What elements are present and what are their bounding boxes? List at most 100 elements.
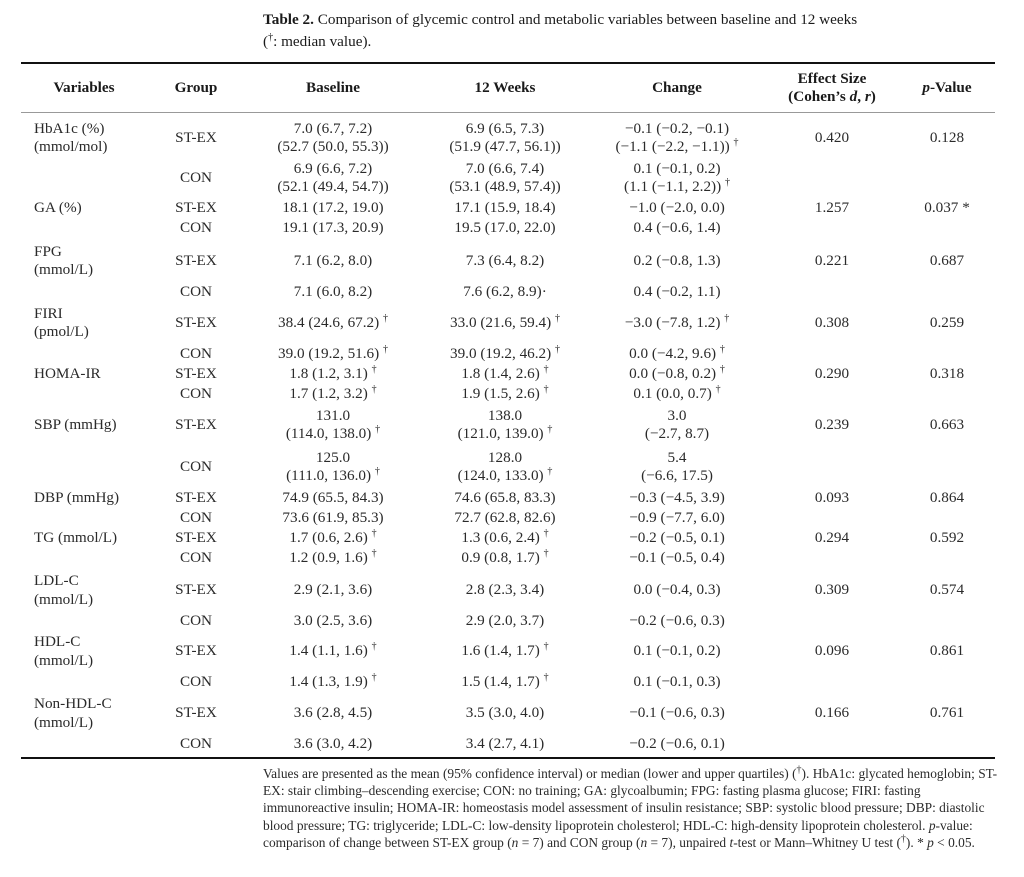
caption-label: Table 2. xyxy=(263,11,314,28)
baseline-value: 39.0 (19.2, 51.6) xyxy=(277,344,380,362)
table-bottom-rule xyxy=(21,757,995,759)
baseline-cell: 2.9 (2.1, 3.6) xyxy=(245,581,421,600)
change-cell: −0.9 (−7.7, 6.0) xyxy=(589,509,765,528)
footnote-part: -value: comparison of change between ST-… xyxy=(263,817,973,850)
change-value: 0.1 (−0.1, 0.2) xyxy=(633,159,721,177)
week12-value: 1.9 (1.5, 2.6) xyxy=(461,384,540,402)
p-value-text: 0.861 xyxy=(929,642,965,660)
group-label: CON xyxy=(179,344,213,362)
dagger-mark: † xyxy=(543,641,549,653)
dagger-mark: † xyxy=(555,312,561,324)
group-cell: ST-EX xyxy=(147,252,245,271)
p-value: 0.037 * xyxy=(899,199,995,218)
change-value: 0.2 (−0.8, 1.3) xyxy=(633,251,721,269)
baseline-cell: 131.0 (114.0, 138.0) † xyxy=(245,407,421,444)
change-cell: −0.3 (−4.5, 3.9) xyxy=(589,489,765,508)
week12-value: 1.8 (1.4, 2.6) xyxy=(461,364,540,382)
variable-label: Non-HDL-C xyxy=(34,695,112,712)
header-effect-line2: (Cohen’s d, r) xyxy=(788,88,876,106)
baseline-cell: 7.0 (6.7, 7.2) (52.7 (50.0, 55.3)) xyxy=(245,120,421,157)
header-effect-sep: , xyxy=(857,88,865,105)
group-label: ST-EX xyxy=(175,313,217,331)
baseline-value: 19.1 (17.3, 20.9) xyxy=(282,218,384,236)
variable-name: Non-HDL-C (mmol/L) xyxy=(34,695,154,732)
group-cell: ST-EX xyxy=(147,581,245,600)
variable-label: HbA1c (%) xyxy=(34,119,105,137)
weeks-cell: 138.0 (121.0, 139.0) † xyxy=(421,407,589,444)
group-cell: ST-EX xyxy=(147,704,245,723)
variable-name: LDL-C (mmol/L) xyxy=(34,572,154,609)
change-cell: 0.4 (−0.6, 1.4) xyxy=(589,219,765,238)
change-value: −0.1 (−0.5, 0.4) xyxy=(629,548,725,566)
weeks-cell: 7.6 (6.2, 8.9)· xyxy=(421,283,589,302)
p-value: 0.687 xyxy=(899,252,995,271)
change-value: 0.4 (−0.2, 1.1) xyxy=(633,282,721,300)
baseline-cell: 1.2 (0.9, 1.6) † xyxy=(245,548,421,568)
dagger-mark: † xyxy=(374,465,380,477)
dagger-mark: † xyxy=(724,176,730,188)
group-label: ST-EX xyxy=(175,528,217,546)
group-label: ST-EX xyxy=(175,364,217,382)
week12-value: 3.5 (3.0, 4.0) xyxy=(465,704,545,722)
p-value: 0.574 xyxy=(899,581,995,600)
header-baseline: Baseline xyxy=(305,79,360,96)
footnote-part: < 0.05. xyxy=(933,834,975,850)
group-cell: ST-EX xyxy=(147,129,245,148)
baseline-cell: 1.4 (1.3, 1.9) † xyxy=(245,672,421,692)
p-value-text: 0.128 xyxy=(929,128,965,146)
change-value: −0.1 (−0.6, 0.3) xyxy=(629,704,725,722)
baseline-value: (111.0, 136.0) xyxy=(286,467,372,484)
p-value-text: 0.761 xyxy=(929,704,965,722)
variable-unit: (mmol/mol) xyxy=(34,138,108,155)
dagger-mark: † xyxy=(543,547,549,559)
change-value: −0.2 (−0.6, 0.1) xyxy=(629,734,725,752)
dagger-mark: † xyxy=(543,383,549,395)
effect-size-value: 0.294 xyxy=(765,529,899,548)
caption-line2: : median value). xyxy=(273,33,372,50)
variable-label: FPG xyxy=(34,242,62,260)
change-value: −0.9 (−7.7, 6.0) xyxy=(629,508,725,526)
baseline-cell: 74.9 (65.5, 84.3) xyxy=(245,489,421,508)
variable-label: GA (%) xyxy=(34,198,82,216)
change-value: −1.0 (−2.0, 0.0) xyxy=(629,198,725,216)
baseline-cell: 18.1 (17.2, 19.0) xyxy=(245,199,421,218)
variable-unit: (mmol/L) xyxy=(34,651,94,669)
header-p-italic: p xyxy=(922,79,930,96)
baseline-value: 1.7 (1.2, 3.2) xyxy=(289,384,368,402)
table-footnote: Values are presented as the mean (95% co… xyxy=(263,765,998,851)
effect-size-text: 0.221 xyxy=(814,251,850,269)
variable-unit: (pmol/L) xyxy=(34,323,89,340)
header-p-value: p -Value xyxy=(899,64,995,112)
dagger-mark: † xyxy=(371,641,377,653)
week12-value: 7.3 (6.4, 8.2) xyxy=(465,251,545,269)
weeks-cell: 33.0 (21.6, 59.4) † xyxy=(421,312,589,333)
change-cell: 0.4 (−0.2, 1.1) xyxy=(589,283,765,302)
change-cell: 3.0 (−2.7, 8.7) xyxy=(589,407,765,444)
change-value: −0.2 (−0.6, 0.3) xyxy=(629,611,725,629)
baseline-cell: 1.8 (1.2, 3.1) † xyxy=(245,364,421,384)
header-change: Change xyxy=(652,79,702,96)
group-cell: ST-EX xyxy=(147,489,245,508)
group-label: ST-EX xyxy=(175,488,217,506)
group-label: ST-EX xyxy=(175,128,217,146)
group-cell: CON xyxy=(147,169,245,188)
p-value: 0.861 xyxy=(899,642,995,661)
baseline-value: 18.1 (17.2, 19.0) xyxy=(282,198,384,216)
group-label: CON xyxy=(179,168,213,186)
p-value-text: 0.592 xyxy=(929,528,965,546)
change-value: 3.0 xyxy=(667,406,687,424)
baseline-value: 6.9 (6.6, 7.2) xyxy=(293,159,373,177)
dagger-mark: † xyxy=(543,671,549,683)
p-value: 0.864 xyxy=(899,489,995,508)
weeks-cell: 1.8 (1.4, 2.6) † xyxy=(421,364,589,384)
week12-value: 2.8 (2.3, 3.4) xyxy=(465,581,545,599)
change-cell: 0.1 (−0.1, 0.2) xyxy=(589,642,765,661)
group-cell: CON xyxy=(147,283,245,302)
group-label: ST-EX xyxy=(175,415,217,433)
dagger-mark: † xyxy=(543,527,549,539)
effect-size-value: 1.257 xyxy=(765,199,899,218)
baseline-value: 1.7 (0.6, 2.6) xyxy=(289,528,368,546)
p-value: 0.128 xyxy=(899,129,995,148)
variable-label: SBP (mmHg) xyxy=(34,415,117,433)
change-cell: −0.1 (−0.6, 0.3) xyxy=(589,704,765,723)
